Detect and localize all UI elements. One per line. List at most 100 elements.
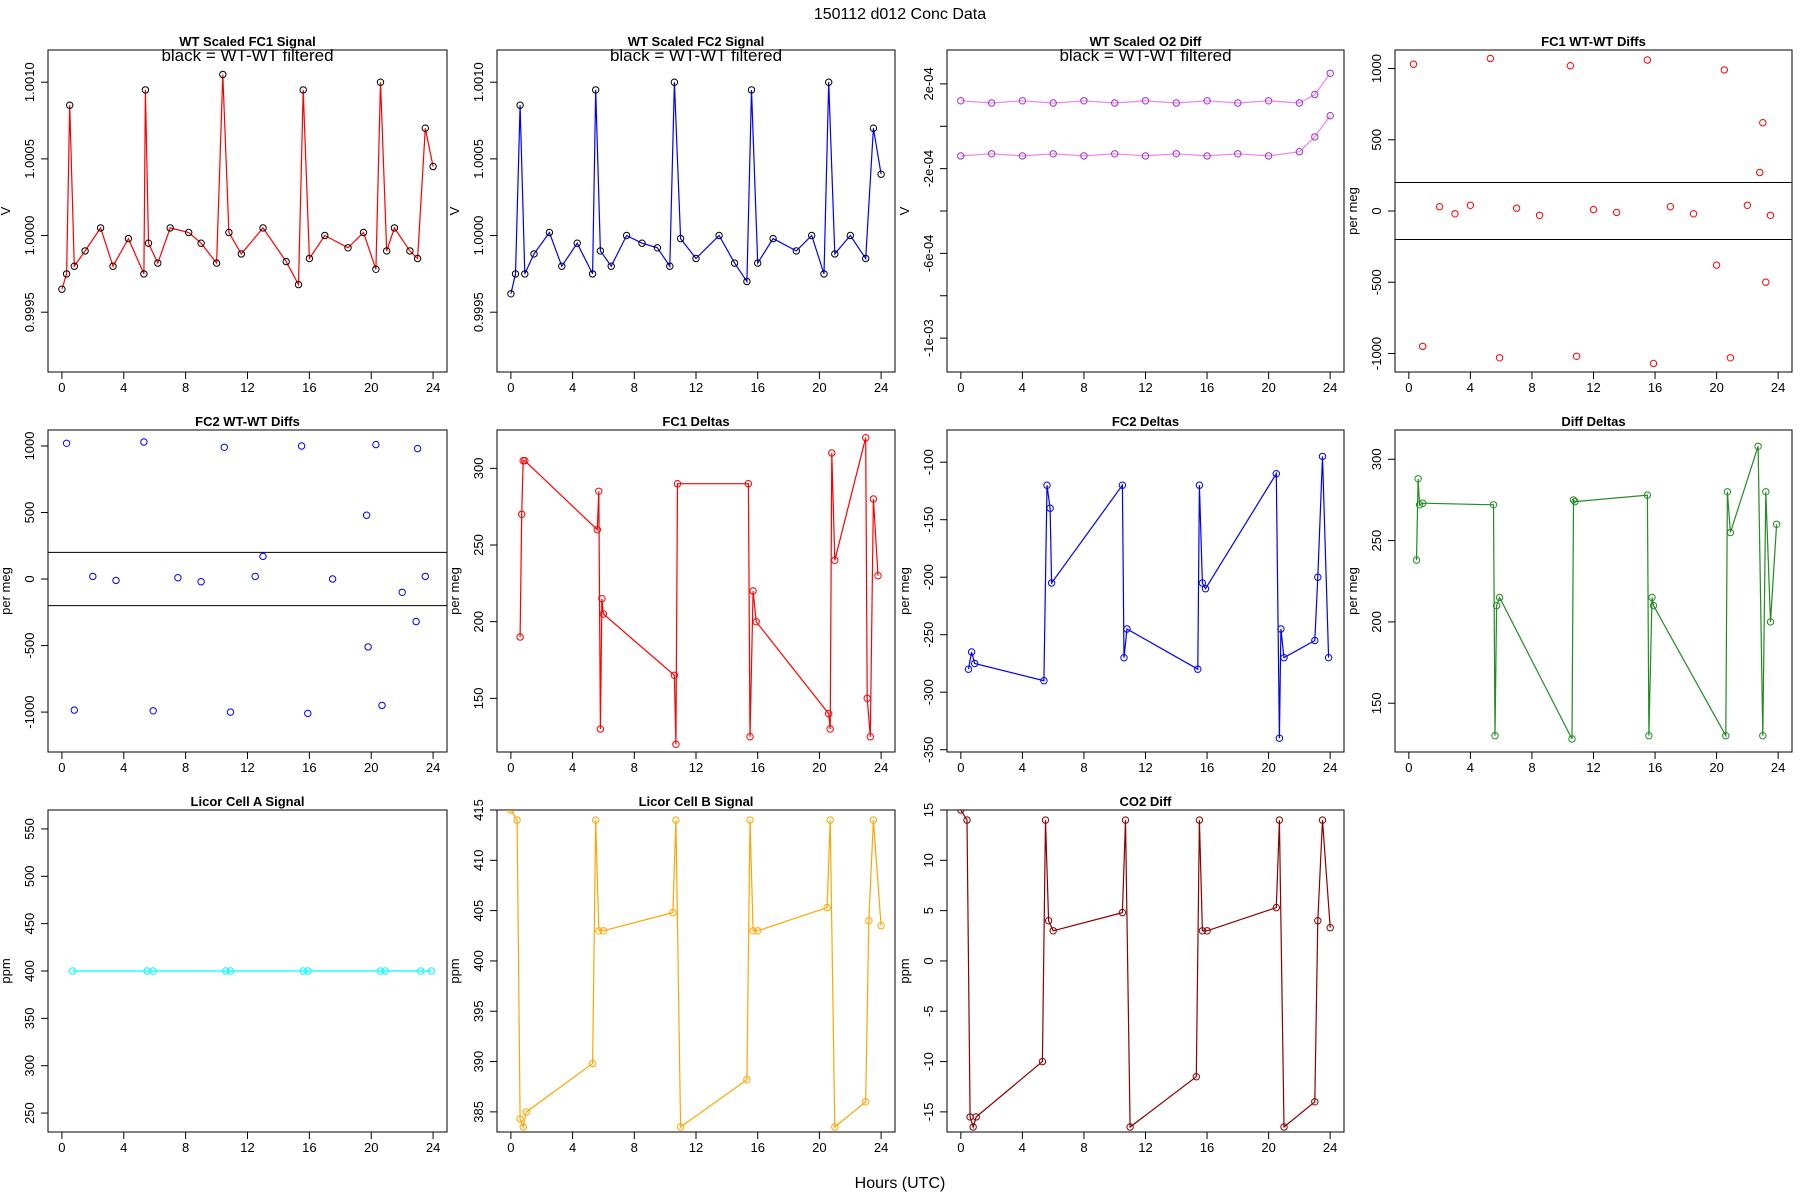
x-tick-label: 20 xyxy=(812,760,826,775)
data-point xyxy=(730,259,739,267)
data-point xyxy=(378,701,386,710)
data-point xyxy=(877,170,885,178)
data-point xyxy=(599,927,608,935)
plot-frame xyxy=(496,49,896,373)
y-tick-label: 450 xyxy=(22,913,37,935)
panel-annotation: black = WT-WT filtered xyxy=(1059,46,1231,65)
figure-suptitle: 150112 d012 Conc Data xyxy=(814,6,986,23)
data-point xyxy=(251,572,259,581)
series-group xyxy=(964,452,1333,742)
y-tick-label: 200 xyxy=(471,611,486,633)
data-point xyxy=(299,86,307,94)
series-group xyxy=(516,434,882,748)
panel-title: Licor Cell B Signal xyxy=(639,794,754,809)
y-tick-label: 390 xyxy=(471,1051,486,1073)
x-tick-label: 24 xyxy=(874,380,888,395)
data-point xyxy=(826,725,834,733)
y-tick-label: 200 xyxy=(1369,611,1384,633)
data-point xyxy=(1535,211,1544,220)
data-point xyxy=(987,150,996,158)
data-point xyxy=(212,259,221,267)
data-point xyxy=(521,270,529,278)
data-point xyxy=(427,967,436,975)
data-point xyxy=(69,967,77,975)
data-point xyxy=(518,510,526,518)
data-point xyxy=(1419,499,1427,507)
data-point xyxy=(792,247,800,255)
data-point xyxy=(1314,917,1322,925)
data-point xyxy=(166,224,174,232)
data-point xyxy=(743,1076,751,1084)
data-point xyxy=(197,239,205,247)
data-point xyxy=(595,927,603,935)
y-tick-label: 410 xyxy=(471,849,486,871)
y-tick-label: 1.0010 xyxy=(471,62,486,102)
x-tick-label: 0 xyxy=(1405,760,1412,775)
data-point xyxy=(1495,354,1504,362)
data-point xyxy=(1495,593,1504,602)
x-tick-label: 20 xyxy=(364,1140,378,1155)
data-point xyxy=(174,574,182,582)
data-point xyxy=(429,162,437,171)
panel-4: FC1 WT-WT Diffs per meg 0 4 8 12 16 20 24 -1000 -5… xyxy=(1345,34,1793,395)
x-tick-label: 24 xyxy=(1771,380,1785,395)
data-point xyxy=(140,438,148,446)
data-point xyxy=(558,262,566,270)
y-axis-label: V xyxy=(447,206,462,215)
x-tick-label: 20 xyxy=(812,380,826,395)
data-point xyxy=(1123,625,1131,633)
data-point xyxy=(299,967,307,975)
data-point xyxy=(964,665,973,673)
x-tick-label: 16 xyxy=(302,760,316,775)
y-tick-label: 400 xyxy=(471,950,486,972)
x-tick-label: 20 xyxy=(1261,760,1275,775)
series-line xyxy=(510,810,882,1130)
data-point xyxy=(1326,69,1334,78)
data-point xyxy=(862,434,870,442)
data-point xyxy=(70,262,79,270)
data-point xyxy=(321,231,329,240)
data-point xyxy=(596,247,605,255)
data-point xyxy=(417,967,425,975)
data-point xyxy=(666,262,674,270)
data-point xyxy=(746,733,754,741)
x-tick-label: 24 xyxy=(1323,1140,1337,1155)
data-point xyxy=(1311,636,1319,645)
data-point xyxy=(670,78,679,86)
data-point xyxy=(595,487,603,495)
data-point xyxy=(1712,261,1721,269)
x-tick-label: 12 xyxy=(1586,760,1600,775)
x-tick-label: 4 xyxy=(120,1140,127,1155)
data-point xyxy=(149,707,157,715)
data-point xyxy=(669,908,677,917)
plot-frame xyxy=(47,49,448,373)
data-point xyxy=(294,280,303,289)
y-tick-label: -300 xyxy=(921,679,936,705)
data-point xyxy=(1203,927,1211,935)
y-tick-label: 385 xyxy=(471,1101,486,1123)
data-point xyxy=(1118,481,1127,489)
y-tick-label: 250 xyxy=(22,1102,37,1124)
data-point xyxy=(672,740,680,748)
y-tick-label: -2e-04 xyxy=(921,150,936,188)
panel-6: FC1 Deltas per meg 0 4 8 12 16 20 24 150 200 250 300 xyxy=(447,414,896,775)
figure-xlabel: Hours (UTC) xyxy=(855,1175,946,1192)
data-point xyxy=(1409,60,1418,68)
data-point xyxy=(185,228,193,237)
data-point xyxy=(826,816,834,824)
data-point xyxy=(62,270,71,278)
data-point xyxy=(1201,585,1210,593)
data-point xyxy=(413,444,422,453)
data-point xyxy=(869,124,878,132)
y-tick-label: -500 xyxy=(1369,269,1384,295)
series-line xyxy=(1415,446,1778,740)
x-tick-label: 0 xyxy=(957,760,964,775)
x-tick-label: 24 xyxy=(1323,760,1337,775)
data-point xyxy=(421,572,429,581)
data-point xyxy=(1234,150,1242,158)
data-point xyxy=(1111,150,1119,158)
y-tick-label: 0 xyxy=(921,957,936,964)
x-tick-label: 20 xyxy=(1261,1140,1275,1155)
x-tick-label: 20 xyxy=(364,760,378,775)
panel-title: WT Scaled FC2 Signal xyxy=(628,34,765,49)
